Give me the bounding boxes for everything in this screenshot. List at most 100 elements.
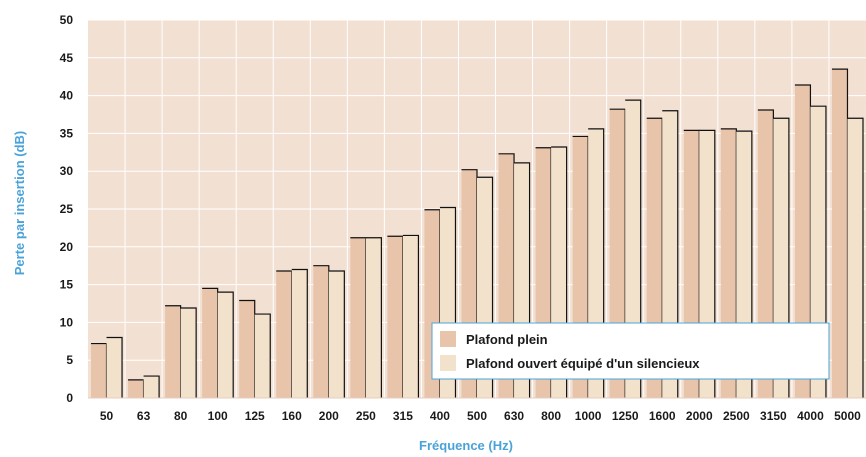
bar-edge: [291, 268, 308, 398]
bar-edge: [773, 117, 790, 398]
bar-edge: [514, 162, 531, 398]
bar-fill: [165, 305, 181, 398]
bar-fill: [402, 235, 419, 398]
bar-edge: [699, 129, 716, 398]
bar-plafond-plein-200: [313, 265, 330, 398]
x-tick-label: 50: [100, 409, 114, 423]
bar-plafond-plein-160: [276, 270, 293, 398]
y-axis-title: Perte par insertion (dB): [12, 131, 27, 275]
y-tick-label: 10: [60, 315, 74, 329]
bar-fill: [143, 376, 160, 398]
bar-plafond-ouvert-125: [254, 313, 271, 398]
bar-edge: [736, 130, 753, 398]
x-axis-title: Fréquence (Hz): [419, 438, 513, 453]
bar-edge: [106, 336, 123, 398]
bar-plafond-ouvert-63: [143, 375, 160, 398]
bar-fill: [106, 337, 123, 398]
bar-plafond-ouvert-5000: [847, 117, 864, 398]
legend-label-plafond-ouvert: Plafond ouvert équipé d'un silencieux: [466, 356, 700, 371]
x-tick-label: 250: [356, 409, 376, 423]
x-tick-label: 4000: [797, 409, 824, 423]
bar-plafond-plein-63: [128, 379, 145, 398]
bar-plafond-ouvert-100: [217, 291, 234, 398]
bar-edge: [365, 237, 382, 398]
x-tick-label: 400: [430, 409, 450, 423]
bar-edge: [180, 307, 197, 398]
y-tick-label: 50: [60, 13, 74, 27]
x-tick-label: 5000: [834, 409, 861, 423]
bar-plafond-ouvert-250: [365, 237, 382, 398]
bar-fill: [847, 118, 863, 398]
x-tick-label: 315: [393, 409, 413, 423]
bar-fill: [365, 237, 382, 398]
y-tick-label: 20: [60, 240, 74, 254]
bar-fill: [217, 292, 234, 398]
bar-plafond-plein-315: [387, 235, 404, 398]
bar-plafond-plein-50: [91, 342, 108, 398]
bar-fill: [831, 69, 848, 398]
bar-edge: [810, 105, 827, 398]
bar-plafond-ouvert-80: [180, 307, 197, 398]
x-tick-label: 100: [208, 409, 228, 423]
x-axis-ticks: 50 63 80 100 125 160 200 250 315 400 500 630 800 1000…: [100, 409, 861, 423]
x-tick-label: 2000: [686, 409, 713, 423]
bar-edge: [328, 270, 345, 398]
bar-edge: [402, 234, 420, 398]
x-tick-label: 800: [541, 409, 561, 423]
bar-plafond-plein-125: [239, 299, 256, 398]
bar-plafond-ouvert-160: [291, 268, 308, 398]
legend-label-plafond-plein: Plafond plein: [466, 332, 548, 347]
y-tick-label: 5: [66, 353, 73, 367]
y-tick-label: 30: [60, 164, 74, 178]
bar-fill: [180, 308, 197, 398]
x-tick-label: 63: [137, 409, 151, 423]
bar-plafond-plein-5000: [831, 68, 849, 398]
bar-plafond-ouvert-200: [328, 270, 345, 398]
x-tick-label: 1000: [575, 409, 602, 423]
bar-plafond-plein-100: [202, 287, 219, 398]
bar-fill: [91, 343, 107, 398]
x-tick-label: 125: [245, 409, 265, 423]
bar-plafond-plein-250: [350, 237, 367, 398]
bar-plafond-plein-80: [165, 305, 182, 398]
bar-fill: [350, 237, 366, 398]
legend-box: [431, 322, 830, 380]
bar-fill: [239, 300, 255, 398]
x-tick-label: 500: [467, 409, 487, 423]
bar-fill: [128, 379, 144, 398]
y-tick-label: 25: [60, 202, 74, 216]
y-axis-ticks: 0 5 10 15 20 25 30 35 40 45 50: [60, 13, 74, 405]
bar-edge: [662, 110, 679, 398]
bar-edge: [625, 99, 642, 398]
bar-edge: [847, 117, 864, 398]
bar-fill: [313, 265, 329, 398]
bar-fill: [291, 269, 308, 398]
y-tick-label: 15: [60, 278, 74, 292]
bar-edge: [217, 291, 234, 398]
bar-fill: [276, 270, 292, 398]
y-tick-label: 45: [60, 51, 74, 65]
bar-fill: [254, 314, 271, 398]
bar-edge: [588, 128, 605, 398]
legend-swatch-plafond-plein: [440, 331, 456, 347]
bar-edge: [254, 313, 271, 398]
x-tick-label: 1250: [612, 409, 639, 423]
y-tick-label: 40: [60, 89, 74, 103]
bar-plafond-ouvert-50: [106, 336, 123, 398]
x-tick-label: 3150: [760, 409, 787, 423]
x-tick-label: 200: [319, 409, 339, 423]
x-tick-label: 630: [504, 409, 524, 423]
bar-fill: [328, 270, 345, 398]
bar-fill: [387, 236, 403, 398]
legend-swatch-plafond-ouvert: [440, 355, 456, 371]
legend: Plafond plein Plafond ouvert équipé d'un…: [431, 322, 830, 380]
bar-edge: [551, 146, 568, 398]
bar-fill: [202, 288, 218, 398]
x-tick-label: 160: [282, 409, 302, 423]
x-tick-label: 2500: [723, 409, 750, 423]
bar-plafond-ouvert-315: [402, 234, 420, 398]
y-tick-label: 35: [60, 126, 74, 140]
x-tick-label: 80: [174, 409, 188, 423]
x-tick-label: 1600: [649, 409, 676, 423]
y-tick-label: 0: [66, 391, 73, 405]
